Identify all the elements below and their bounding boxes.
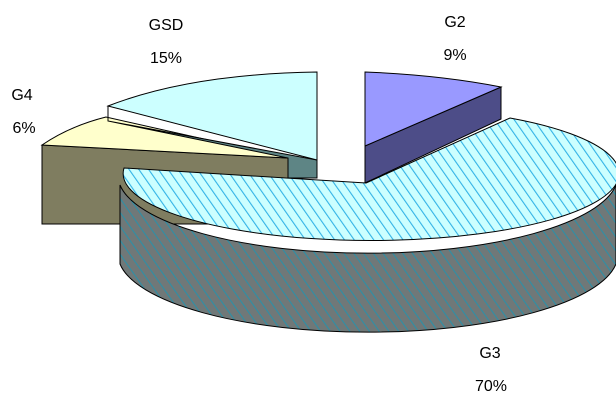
slice-g3 — [119, 117, 616, 333]
label-gsd-name: GSD — [149, 17, 184, 34]
slice-g4-top — [40, 116, 289, 159]
slice-g2 — [364, 71, 503, 184]
label-g4-value: 6% — [12, 120, 35, 137]
slice-g3-side — [119, 184, 616, 333]
label-g4-name: G4 — [11, 87, 32, 104]
slice-gsd — [106, 71, 318, 179]
label-g3-value: 70% — [475, 378, 507, 395]
slice-gsd-top — [106, 71, 318, 161]
slice-gsd-side — [107, 106, 318, 179]
label-gsd-value: 15% — [150, 50, 182, 67]
slice-g2-top — [364, 71, 503, 147]
label-g2-value: 9% — [443, 47, 466, 64]
label-g2-name: G2 — [444, 14, 465, 31]
slice-g3-top — [122, 117, 616, 241]
label-g3-name: G3 — [479, 345, 500, 362]
